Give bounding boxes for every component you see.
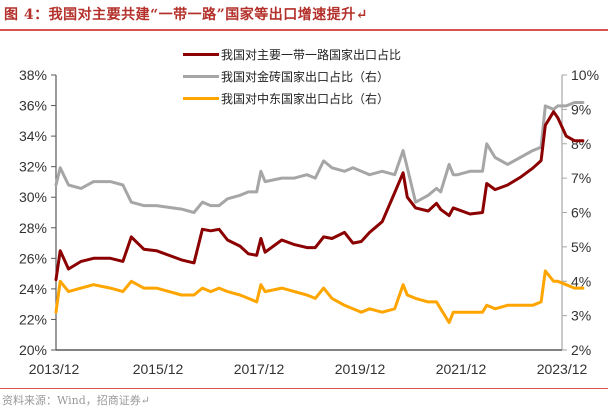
x-tick-label: 2021/12	[436, 361, 487, 377]
legend-label: 我国对主要一带一路国家出口占比	[221, 47, 402, 62]
legend-label: 我国对金砖国家出口占比（右）	[221, 69, 390, 84]
left-y-axis: 20% 22% 24% 26% 28% 30% 32% 34% 36% 38%	[19, 67, 57, 358]
right-y-axis: 2% 3% 4% 5% 6% 7% 8% 9% 10%	[561, 67, 599, 358]
right-tick-label: 3%	[571, 308, 591, 324]
legend-swatch-brics	[183, 74, 219, 78]
left-tick-label: 22%	[19, 311, 47, 327]
right-tick-label: 9%	[571, 101, 591, 117]
left-tick-label: 32%	[19, 159, 47, 175]
right-tick-label: 10%	[571, 67, 599, 83]
x-tick-label: 2013/12	[29, 361, 80, 377]
right-tick-label: 4%	[571, 273, 591, 289]
x-tick-label: 2017/12	[234, 361, 285, 377]
left-tick-label: 34%	[19, 128, 47, 144]
right-tick-label: 2%	[571, 342, 591, 358]
series-line	[54, 101, 585, 214]
left-tick-label: 26%	[19, 250, 47, 266]
line-chart: 20% 22% 24% 26% 28% 30% 32% 34% 36% 38% 2% 3% 4% 5% 6…	[19, 67, 599, 377]
legend-swatch-middle-east	[183, 96, 219, 100]
series-line	[54, 110, 585, 282]
x-axis: 2013/12 2015/12 2017/12 2019/12 2021/12 2023/…	[29, 349, 588, 377]
left-tick-label: 36%	[19, 98, 47, 114]
footer-divider	[0, 388, 608, 389]
chart-legend: 我国对主要一带一路国家出口占比 我国对金砖国家出口占比（右） 我国对中东国家出口…	[183, 43, 401, 109]
left-tick-label: 38%	[19, 67, 47, 83]
series-layer	[54, 101, 585, 324]
right-tick-label: 7%	[571, 170, 591, 186]
legend-item-brics: 我国对金砖国家出口占比（右）	[183, 65, 401, 87]
left-tick-label: 28%	[19, 220, 47, 236]
x-tick-label: 2015/12	[133, 361, 184, 377]
left-tick-label: 30%	[19, 189, 47, 205]
legend-label: 我国对中东国家出口占比（右）	[221, 91, 390, 106]
x-tick-label: 2023/12	[537, 361, 588, 377]
right-tick-label: 8%	[571, 136, 591, 152]
right-tick-label: 5%	[571, 239, 591, 255]
title-divider	[0, 29, 608, 31]
legend-item-middle-east: 我国对中东国家出口占比（右）	[183, 87, 401, 109]
legend-swatch-belt-road	[183, 52, 219, 56]
source-note: 资料来源：Wind，招商证券↵	[2, 394, 150, 407]
x-tick-label: 2019/12	[335, 361, 386, 377]
left-tick-label: 24%	[19, 281, 47, 297]
left-tick-label: 20%	[19, 342, 47, 358]
series-line	[54, 269, 585, 324]
legend-item-belt-road: 我国对主要一带一路国家出口占比	[183, 43, 401, 65]
figure-title: 图 4：我国对主要共建“一带一路”国家等出口增速提升↵	[4, 7, 368, 23]
right-tick-label: 6%	[571, 205, 591, 221]
